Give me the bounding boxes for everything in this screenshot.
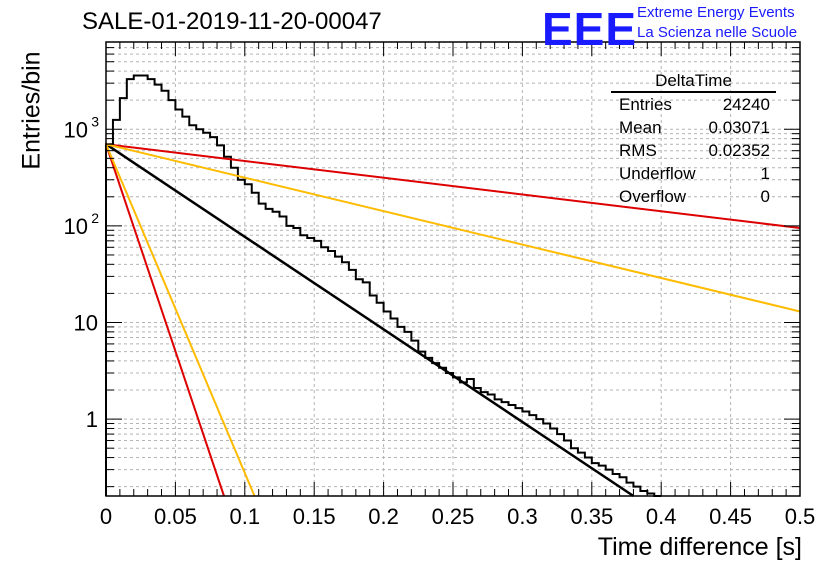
- x-tick-label: 0.2: [368, 504, 399, 529]
- x-tick-label: 0.3: [507, 504, 538, 529]
- stats-value: 0.03071: [708, 118, 770, 137]
- grid-lines: [106, 41, 800, 496]
- stats-label: Underflow: [619, 164, 696, 183]
- x-tick-label: 0.4: [646, 504, 677, 529]
- logo-caption: Extreme Energy Events La Scienza nelle S…: [637, 3, 797, 43]
- y-axis-label: Entries/bin: [17, 51, 46, 170]
- stats-row: RMS 0.02352: [611, 139, 776, 162]
- fit-line: [105, 143, 635, 498]
- fit-line: [105, 143, 801, 230]
- fit-line: [105, 143, 225, 497]
- stats-value: 0: [760, 187, 770, 206]
- x-tick-label: 0.45: [709, 504, 752, 529]
- stats-row: Overflow 0: [611, 185, 776, 208]
- fit-line: [105, 143, 801, 313]
- histogram-layer: [105, 74, 662, 497]
- stats-box: DeltaTime Entries 24240 Mean 0.03071 RMS 0.…: [611, 70, 776, 208]
- y-tick-label: 1: [86, 407, 98, 432]
- y-tick-exponent: 3: [91, 113, 99, 129]
- x-tick-label: 0.1: [230, 504, 261, 529]
- histogram-outline: [105, 74, 662, 497]
- stats-label: RMS: [619, 141, 657, 160]
- stats-row: Underflow 1: [611, 162, 776, 185]
- stats-value: 0.02352: [708, 141, 770, 160]
- logo-caption-line1: Extreme Energy Events: [637, 4, 795, 21]
- x-tick-label: 0.5: [785, 504, 816, 529]
- stats-row: Mean 0.03071: [611, 116, 776, 139]
- logo-caption-line2: La Scienza nelle Scuole: [637, 24, 798, 41]
- stats-row: Entries 24240: [611, 93, 776, 116]
- fit-line: [105, 143, 256, 497]
- stats-value: 24240: [722, 95, 770, 114]
- stats-value: 1: [760, 164, 770, 183]
- plot-frame: [105, 41, 801, 497]
- x-tick-label: 0.05: [154, 504, 197, 529]
- chart-title: SALE-01-2019-11-20-00047: [82, 8, 382, 35]
- stats-box-title: DeltaTime: [611, 70, 776, 93]
- stats-label: Overflow: [619, 187, 687, 206]
- axes: [105, 41, 801, 497]
- x-axis-label: Time difference [s]: [597, 533, 802, 561]
- stats-label: Entries: [619, 95, 672, 114]
- stats-label: Mean: [619, 118, 662, 137]
- x-tick-label: 0.15: [293, 504, 336, 529]
- x-tick-label: 0.35: [570, 504, 613, 529]
- tick-labels: 0 0.05 0.1 0.15 0.2 0.25 0.3 0.35 0.4 0.45 0.51101…: [64, 113, 816, 529]
- y-tick-exponent: 2: [91, 210, 99, 226]
- y-tick-label: 10: [64, 117, 88, 142]
- eee-logo: EEE: [542, 3, 638, 55]
- fit-lines-layer: [105, 143, 801, 498]
- x-tick-label: 0.25: [432, 504, 475, 529]
- y-tick-label: 10: [64, 214, 88, 239]
- x-tick-label: 0: [100, 504, 112, 529]
- y-tick-label: 10: [74, 310, 98, 335]
